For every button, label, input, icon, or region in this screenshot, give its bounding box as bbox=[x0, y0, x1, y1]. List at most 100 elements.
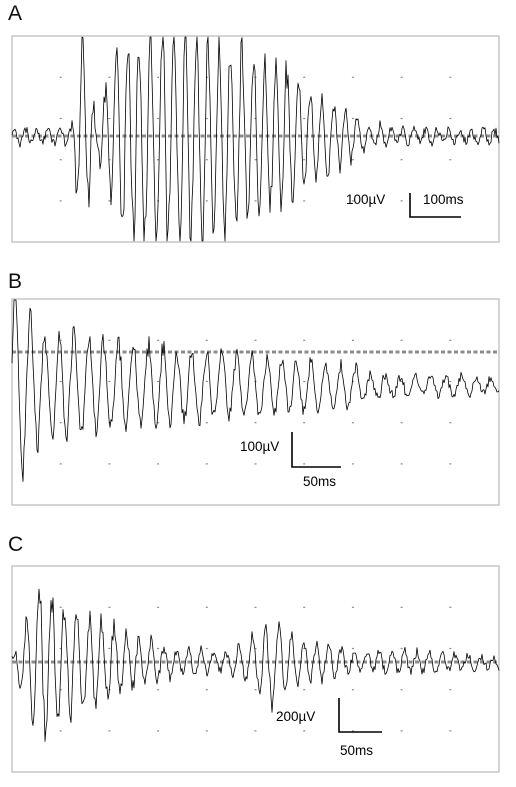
grid-dot bbox=[157, 606, 160, 608]
grid-dot bbox=[449, 339, 452, 341]
grid-dot bbox=[303, 159, 306, 161]
grid-dot bbox=[157, 159, 160, 161]
grid-dot bbox=[303, 339, 306, 341]
grid-dot bbox=[400, 730, 403, 732]
grid-dot bbox=[157, 117, 160, 120]
signal-trace bbox=[11, 36, 500, 242]
plot-frame bbox=[11, 35, 500, 243]
grid-dot bbox=[303, 647, 306, 650]
signal-trace bbox=[11, 588, 500, 742]
grid-dot bbox=[351, 380, 354, 383]
grid-dot bbox=[157, 380, 160, 383]
grid-dot bbox=[205, 380, 208, 383]
chart-panel-a: 100µV 100ms bbox=[11, 35, 500, 243]
chart-panel-c: 200µV 50ms bbox=[11, 565, 500, 773]
grid-dot bbox=[351, 117, 354, 120]
grid-dot bbox=[351, 730, 354, 732]
grid-dot bbox=[254, 200, 257, 202]
grid-dot bbox=[303, 76, 306, 78]
grid-dot bbox=[205, 422, 208, 424]
grid-dot bbox=[351, 200, 354, 202]
grid-dot bbox=[303, 606, 306, 608]
grid-dot bbox=[449, 117, 452, 120]
grid-dot bbox=[449, 76, 452, 78]
grid-dot bbox=[59, 463, 62, 465]
grid-dot bbox=[157, 76, 160, 78]
grid-dot bbox=[59, 647, 62, 650]
grid-dot bbox=[400, 200, 403, 202]
grid-dot bbox=[400, 339, 403, 341]
grid-dot bbox=[303, 200, 306, 202]
scale-amplitude-label: 100µV bbox=[346, 192, 385, 207]
grid-dot bbox=[108, 76, 111, 78]
grid-dot bbox=[108, 463, 111, 465]
scale-bar: 100µV 50ms bbox=[240, 432, 341, 489]
grid-dot bbox=[254, 159, 257, 161]
grid-dot bbox=[254, 689, 257, 691]
grid-dot bbox=[108, 339, 111, 341]
panel-label-b: B bbox=[8, 270, 23, 293]
scale-amplitude-label: 200µV bbox=[276, 709, 315, 724]
grid-dot bbox=[449, 380, 452, 383]
grid-dot bbox=[157, 463, 160, 465]
grid-dot bbox=[205, 117, 208, 120]
signal-trace bbox=[11, 299, 500, 482]
grid-dot bbox=[59, 117, 62, 120]
scale-bar-lines bbox=[338, 698, 382, 733]
grid-dot bbox=[400, 117, 403, 120]
grid-dot bbox=[108, 606, 111, 608]
grid-dot bbox=[303, 463, 306, 465]
scale-time-label: 50ms bbox=[340, 743, 373, 758]
grid-dot bbox=[205, 730, 208, 732]
grid-dot bbox=[400, 689, 403, 691]
grid-dot bbox=[351, 422, 354, 424]
grid-dot bbox=[400, 159, 403, 161]
grid-dot bbox=[157, 339, 160, 341]
grid-dot bbox=[254, 463, 257, 465]
grid-dot bbox=[108, 730, 111, 732]
grid-dot bbox=[351, 339, 354, 341]
grid-dots bbox=[59, 606, 452, 732]
grid-dot bbox=[303, 730, 306, 732]
grid-dot bbox=[400, 422, 403, 424]
scale-bar-lines bbox=[409, 193, 461, 218]
grid-dot bbox=[108, 159, 111, 161]
grid-dot bbox=[351, 647, 354, 650]
grid-dot bbox=[303, 422, 306, 424]
grid-dot bbox=[303, 689, 306, 691]
grid-dot bbox=[400, 606, 403, 608]
grid-dot bbox=[351, 159, 354, 161]
grid-dot bbox=[254, 117, 257, 120]
grid-dot bbox=[449, 606, 452, 608]
scale-bar-lines bbox=[291, 432, 341, 468]
grid-dot bbox=[205, 339, 208, 341]
scale-time-label: 100ms bbox=[423, 192, 464, 207]
grid-dot bbox=[59, 730, 62, 732]
grid-dot bbox=[205, 463, 208, 465]
grid-dot bbox=[59, 422, 62, 424]
scale-bar: 100µV 100ms bbox=[346, 192, 464, 218]
grid-dot bbox=[157, 647, 160, 650]
grid-dot bbox=[59, 606, 62, 608]
grid-dot bbox=[108, 200, 111, 202]
plot-frame bbox=[11, 298, 500, 506]
grid-dot bbox=[400, 463, 403, 465]
grid-dot bbox=[108, 647, 111, 650]
grid-dot bbox=[400, 647, 403, 650]
grid-dot bbox=[59, 380, 62, 383]
panel-label-a: A bbox=[8, 2, 23, 25]
grid-dot bbox=[400, 76, 403, 78]
grid-dot bbox=[205, 159, 208, 161]
grid-dot bbox=[254, 730, 257, 732]
grid-dot bbox=[157, 689, 160, 691]
grid-dot bbox=[449, 422, 452, 424]
grid-dot bbox=[449, 463, 452, 465]
grid-dot bbox=[205, 606, 208, 608]
grid-dot bbox=[59, 339, 62, 341]
grid-dot bbox=[351, 689, 354, 691]
grid-dot bbox=[400, 380, 403, 383]
grid-dot bbox=[59, 76, 62, 78]
grid-dot bbox=[205, 689, 208, 691]
scale-time-label: 50ms bbox=[303, 474, 336, 489]
grid-dot bbox=[449, 689, 452, 691]
